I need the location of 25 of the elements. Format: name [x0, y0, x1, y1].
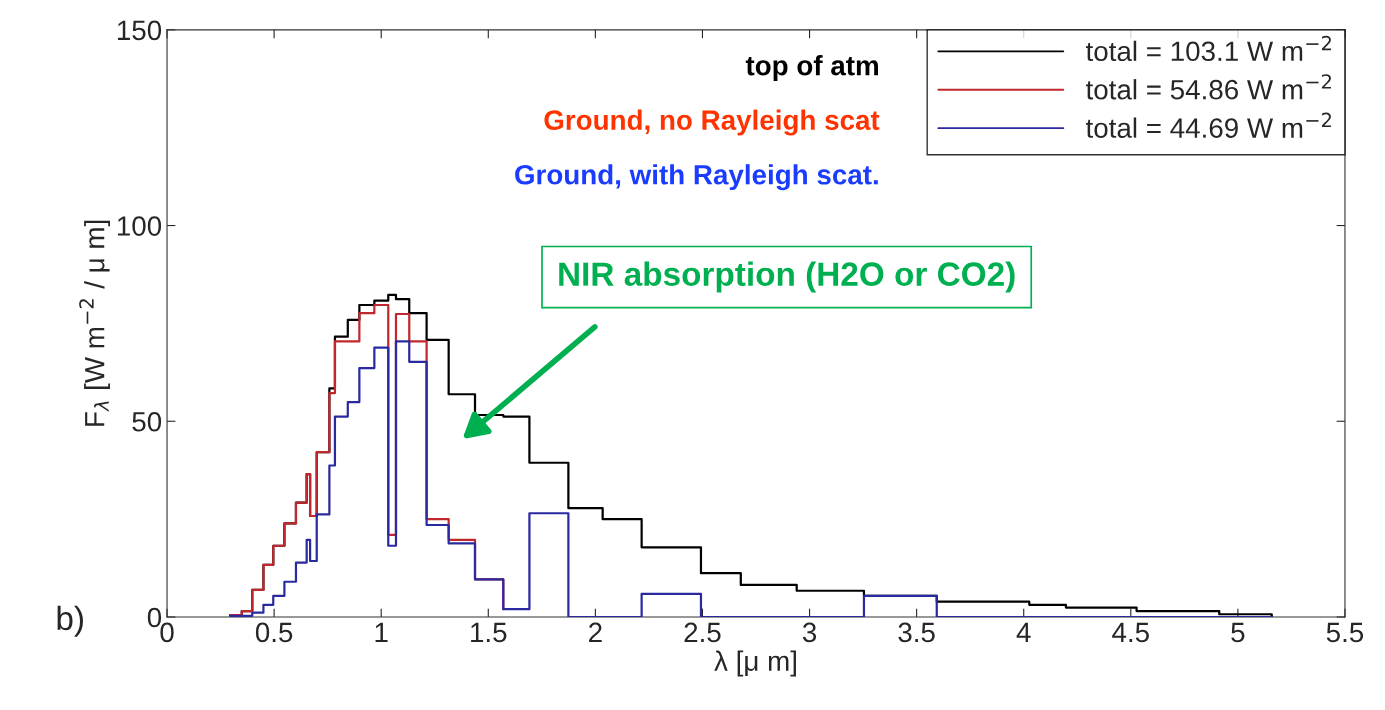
x-tick-label: 3	[802, 622, 817, 643]
y-tick-label: 150	[117, 20, 162, 41]
x-tick-label: 3.5	[898, 622, 935, 643]
x-tick-label: 0.5	[255, 622, 293, 643]
x-axis-title: λ [μ m]	[714, 650, 796, 677]
annotation: top of atm	[745, 55, 878, 81]
annotation: Ground, no Rayleigh scat	[544, 109, 880, 136]
x-tick-label: 5.5	[1326, 622, 1364, 643]
legend-label: total = 54.86 W m$^{−2}$	[1085, 74, 1331, 100]
text: b)	[57, 605, 83, 637]
x-tick-label: 4.5	[1112, 622, 1149, 643]
x-tick-label: 4	[1016, 622, 1031, 642]
y-tick-label: 100	[117, 216, 162, 236]
y-axis-title: F$_{λ}$ [W m$^{−2}$ / μ m]	[79, 220, 110, 426]
x-tick-label: 2.5	[684, 622, 721, 643]
legend-label: total = 44.69 W m$^{−2}$	[1085, 112, 1331, 138]
x-tick-label: 1.5	[471, 622, 507, 643]
x-tick-label: 5	[1231, 622, 1245, 643]
y-tick-label: 0	[147, 607, 162, 628]
x-tick-label: 1	[375, 622, 388, 642]
x-tick-label: 2	[589, 622, 602, 642]
annotation: Ground, with Rayleigh scat.	[515, 164, 878, 191]
y-tick-label: 50	[132, 411, 162, 432]
annotation: NIR absorption (H2O or CO2)	[559, 261, 1015, 293]
legend-label: total = 103.1 W m$^{−2}$	[1085, 35, 1331, 62]
